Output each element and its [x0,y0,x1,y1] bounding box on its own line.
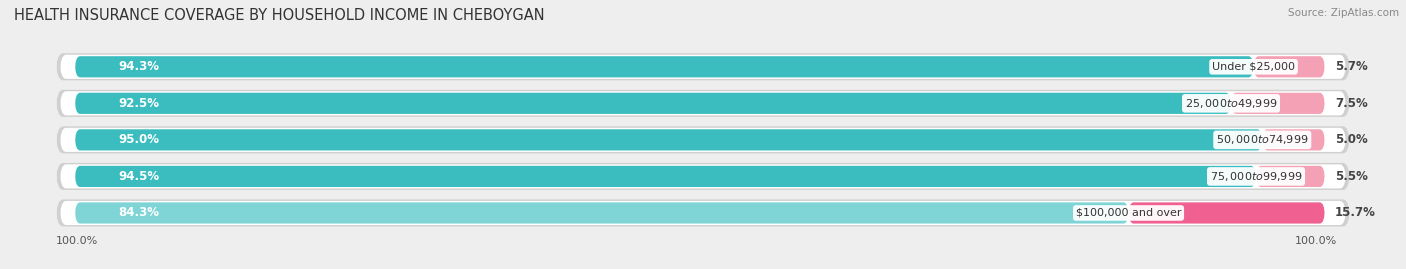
FancyBboxPatch shape [1256,166,1324,187]
Text: 92.5%: 92.5% [118,97,160,110]
Text: $75,000 to $99,999: $75,000 to $99,999 [1209,170,1302,183]
Text: 100.0%: 100.0% [56,236,98,246]
FancyBboxPatch shape [60,128,1346,152]
FancyBboxPatch shape [75,56,1254,77]
Text: HEALTH INSURANCE COVERAGE BY HOUSEHOLD INCOME IN CHEBOYGAN: HEALTH INSURANCE COVERAGE BY HOUSEHOLD I… [14,8,544,23]
Text: 5.7%: 5.7% [1334,60,1368,73]
Text: 5.5%: 5.5% [1334,170,1368,183]
FancyBboxPatch shape [1263,129,1324,150]
FancyBboxPatch shape [60,91,1346,115]
Text: 7.5%: 7.5% [1334,97,1368,110]
FancyBboxPatch shape [56,163,1350,190]
Text: 95.0%: 95.0% [118,133,160,146]
FancyBboxPatch shape [60,201,1346,225]
FancyBboxPatch shape [56,199,1350,226]
FancyBboxPatch shape [75,202,1129,224]
FancyBboxPatch shape [56,90,1350,117]
FancyBboxPatch shape [60,55,1346,79]
Text: 5.0%: 5.0% [1334,133,1368,146]
FancyBboxPatch shape [56,126,1350,153]
FancyBboxPatch shape [75,93,1232,114]
Text: 84.3%: 84.3% [118,207,160,220]
Text: Source: ZipAtlas.com: Source: ZipAtlas.com [1288,8,1399,18]
Text: $100,000 and over: $100,000 and over [1076,208,1181,218]
Text: $50,000 to $74,999: $50,000 to $74,999 [1216,133,1309,146]
FancyBboxPatch shape [1254,56,1324,77]
FancyBboxPatch shape [1232,93,1324,114]
Text: 15.7%: 15.7% [1334,207,1375,220]
FancyBboxPatch shape [75,129,1263,150]
FancyBboxPatch shape [56,53,1350,80]
Text: Under $25,000: Under $25,000 [1212,62,1295,72]
Text: $25,000 to $49,999: $25,000 to $49,999 [1185,97,1277,110]
FancyBboxPatch shape [1129,202,1324,224]
Text: 94.5%: 94.5% [118,170,160,183]
Text: 94.3%: 94.3% [118,60,160,73]
Text: 100.0%: 100.0% [1295,236,1337,246]
FancyBboxPatch shape [60,164,1346,189]
FancyBboxPatch shape [75,166,1256,187]
